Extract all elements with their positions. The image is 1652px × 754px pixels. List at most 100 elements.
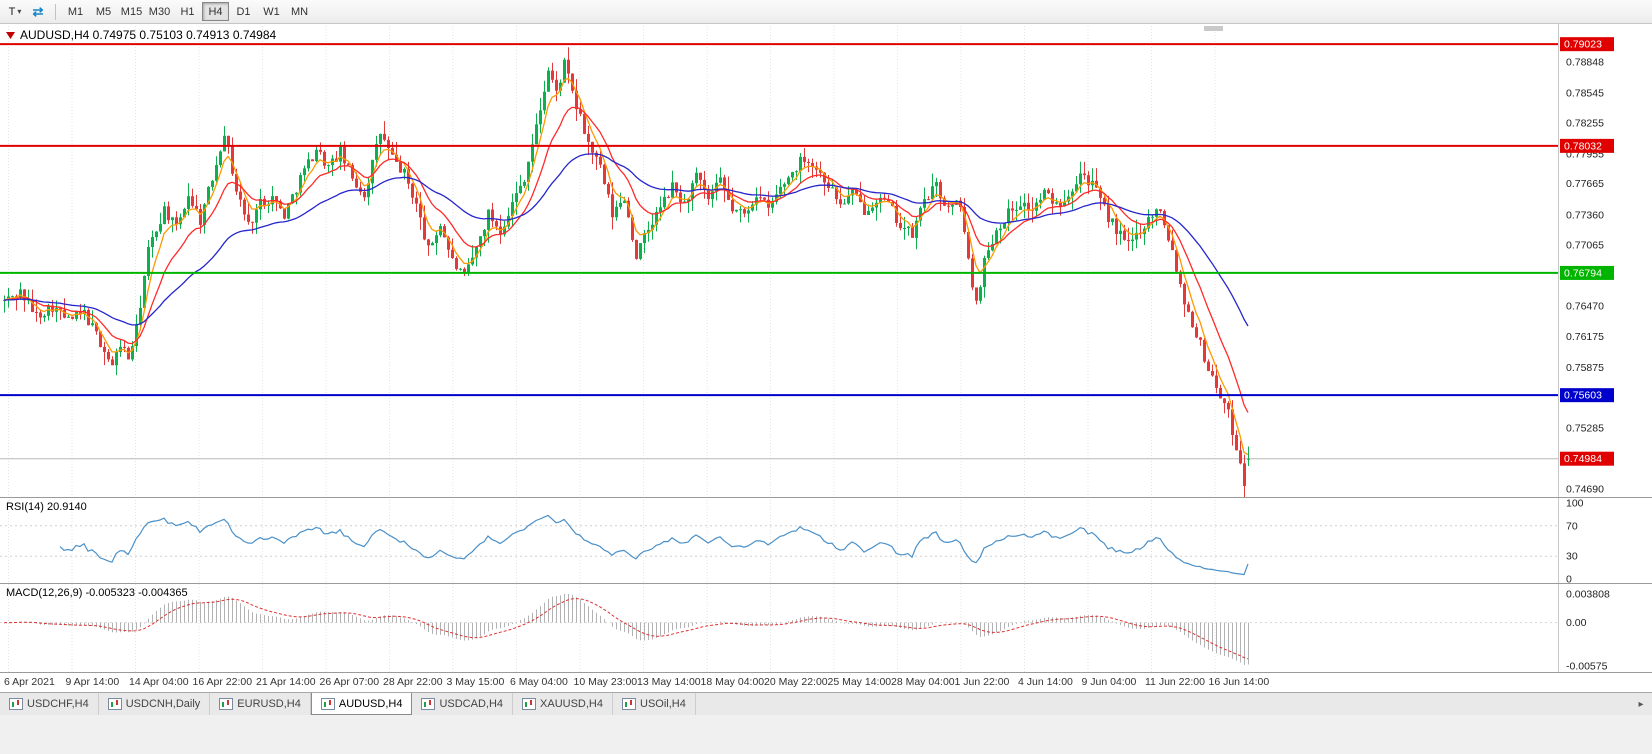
tab-label: USDCAD,H4 (439, 698, 504, 710)
tab-usdcnh-daily[interactable]: USDCNH,Daily (99, 693, 211, 715)
price-badge (1560, 451, 1614, 466)
tab-audusd-h4[interactable]: AUDUSD,H4 (310, 693, 413, 715)
chevron-down-icon: ▾ (17, 7, 22, 16)
text-tool-button[interactable]: T ▾ (4, 2, 26, 22)
x-axis-label: 28 May 04:00 (891, 676, 955, 688)
svg-text:0.76794: 0.76794 (1564, 267, 1602, 279)
tab-xauusd-h4[interactable]: XAUUSD,H4 (513, 693, 613, 715)
price-badge (1560, 37, 1614, 52)
timeframe-d1[interactable]: D1 (230, 2, 257, 21)
price-tick: 0.78545 (1566, 88, 1604, 100)
price-tick: 0.77065 (1566, 240, 1604, 252)
x-axis-label: 21 Apr 14:00 (256, 676, 316, 688)
macd-header: MACD(12,26,9) -0.005323 -0.004365 (6, 587, 188, 599)
timeframe-mn[interactable]: MN (286, 2, 313, 21)
horizontal-lines (0, 43, 1558, 397)
tab-label: USOil,H4 (640, 698, 686, 710)
price-badge (1560, 265, 1614, 280)
svg-text:0.79023: 0.79023 (1564, 39, 1602, 51)
macd-signal-line (3, 598, 1249, 660)
timeframe-h1[interactable]: H1 (174, 2, 201, 21)
x-axis-label: 25 May 14:00 (828, 676, 892, 688)
x-axis-label: 26 Apr 07:00 (320, 676, 380, 688)
chart-tab-bar: USDCHF,H4 USDCNH,Daily EURUSD,H4 AUDUSD,… (0, 692, 1652, 715)
price-tick: 0.78255 (1566, 117, 1604, 129)
timeframe-m5[interactable]: M5 (90, 2, 117, 21)
moving-average-lines (3, 77, 1249, 456)
x-axis-label: 14 Apr 04:00 (129, 676, 189, 688)
price-badge (1560, 138, 1614, 153)
tab-scroll-right-button[interactable]: ▸ (1638, 698, 1644, 710)
x-axis-label: 3 May 15:00 (447, 676, 505, 688)
price-badge (1560, 388, 1614, 403)
rsi-tick: 30 (1566, 551, 1578, 563)
macd-tick: 0.003808 (1566, 589, 1610, 601)
text-tool-label: T (8, 5, 16, 18)
svg-text:0.78032: 0.78032 (1564, 140, 1602, 152)
x-axis-label: 20 May 22:00 (764, 676, 828, 688)
timeframe-h4[interactable]: H4 (202, 2, 229, 21)
price-tick: 0.75285 (1566, 422, 1604, 434)
chart-background (0, 24, 1652, 692)
x-axis-label: 4 Jun 14:00 (1018, 676, 1073, 688)
rsi-tick: 100 (1566, 498, 1584, 510)
status-bar (0, 715, 1652, 754)
swap-arrows-button[interactable]: ⇄ (27, 2, 49, 22)
tab-eurusd-h4[interactable]: EURUSD,H4 (210, 693, 311, 715)
mini-chart-icon (421, 698, 436, 710)
price-chart[interactable]: 0.788480.785450.782550.779550.776650.773… (0, 24, 1652, 692)
tab-label: USDCHF,H4 (27, 698, 89, 710)
x-axis-label: 28 Apr 22:00 (383, 676, 443, 688)
swap-arrows-icon: ⇄ (32, 3, 44, 19)
price-tick: 0.76175 (1566, 331, 1604, 343)
mini-chart-icon (320, 697, 335, 710)
tab-label: USDCNH,Daily (125, 698, 201, 710)
mini-chart-icon (9, 698, 23, 710)
price-tick: 0.77360 (1566, 209, 1604, 221)
tab-label: AUDUSD,H4 (338, 697, 403, 710)
svg-text:0.74984: 0.74984 (1564, 453, 1602, 465)
timeframe-m15[interactable]: M15 (118, 2, 145, 21)
chart-area: 0.78848 0.78545 0.78255 0.77955 0.77665 0.773… (0, 24, 1652, 692)
svg-text:0.75603: 0.75603 (1564, 390, 1602, 402)
chart-symbol-icon (6, 32, 15, 39)
macd-tick: -0.00575 (1566, 661, 1608, 673)
rsi-tick: 70 (1566, 520, 1578, 532)
x-axis-label: 18 May 04:00 (701, 676, 765, 688)
x-axis-label: 11 Jun 22:00 (1145, 676, 1205, 688)
tab-usoil-h4[interactable]: USOil,H4 (613, 693, 696, 715)
timeframe-m30[interactable]: M30 (146, 2, 173, 21)
rsi-line (59, 514, 1249, 576)
rsi-tick: 0 (1566, 574, 1572, 586)
x-axis-label: 6 May 04:00 (510, 676, 568, 688)
x-axis-label: 6 Apr 2021 (4, 676, 55, 688)
mini-chart-icon (107, 698, 122, 710)
rsi-header: RSI(14) 20.9140 (6, 501, 87, 513)
timeframe-w1[interactable]: W1 (258, 2, 285, 21)
price-tick: 0.74690 (1566, 483, 1604, 495)
candles-layer (3, 47, 1250, 498)
price-tick: 0.77665 (1566, 178, 1604, 190)
top-toolbar: T ▾ ⇄ M1 M5 M15 M30 H1 H4 D1 W1 MN (0, 0, 1652, 24)
price-tick: 0.78848 (1566, 57, 1604, 69)
tab-usdchf-h4[interactable]: USDCHF,H4 (0, 693, 99, 715)
timeframe-m1[interactable]: M1 (62, 2, 89, 21)
price-tick: 0.75875 (1566, 362, 1604, 374)
x-axis-label: 1 Jun 22:00 (955, 676, 1010, 688)
tab-usdcad-h4[interactable]: USDCAD,H4 (412, 693, 514, 715)
x-axis-label: 9 Apr 14:00 (66, 676, 120, 688)
macd-tick: 0.00 (1566, 617, 1587, 629)
tab-label: EURUSD,H4 (237, 698, 301, 710)
mini-chart-icon (219, 698, 234, 710)
chart-hscroll-thumb (1204, 26, 1223, 31)
chart-title: AUDUSD,H4 0.74975 0.75103 0.74913 0.7498… (20, 28, 277, 42)
x-axis-label: 16 Apr 22:00 (193, 676, 253, 688)
tab-label: XAUUSD,H4 (540, 698, 603, 710)
x-axis-label: 16 Jun 14:00 (1209, 676, 1270, 688)
x-axis-label: 13 May 14:00 (637, 676, 701, 688)
mini-chart-icon (522, 698, 537, 710)
x-axis-label: 10 May 23:00 (574, 676, 638, 688)
mini-chart-icon (622, 698, 636, 710)
price-tick: 0.76470 (1566, 301, 1604, 313)
